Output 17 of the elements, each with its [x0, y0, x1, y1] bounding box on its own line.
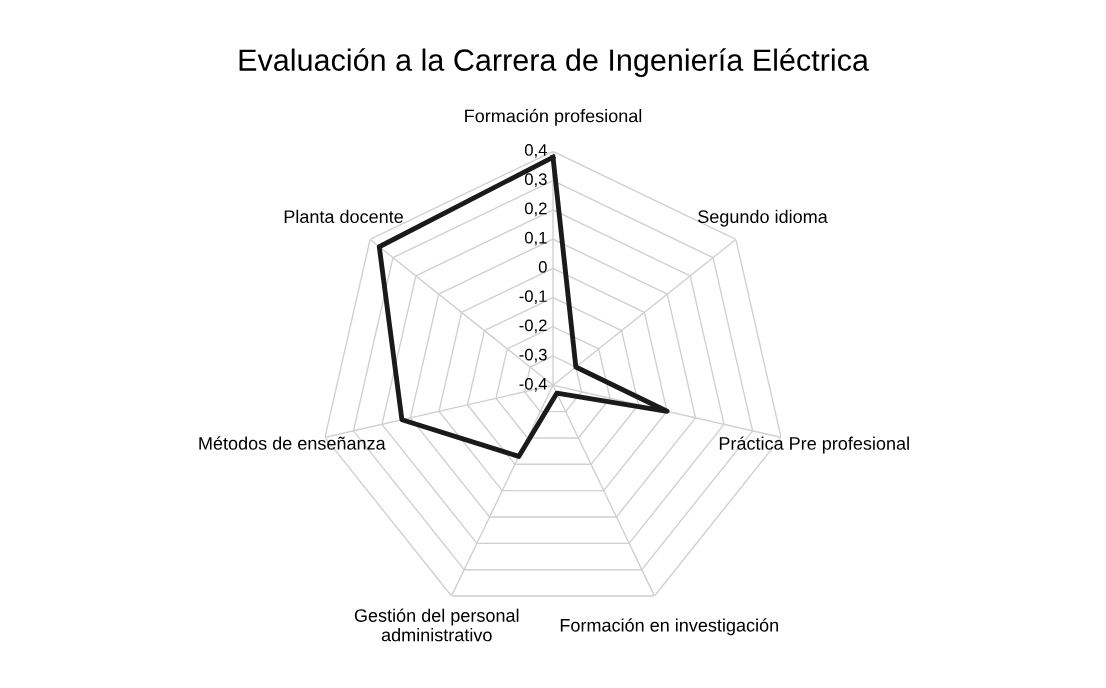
y-tick-label: 0,4	[524, 144, 547, 158]
chart-title: Evaluación a la Carrera de Ingeniería Eléctrica	[239, 48, 869, 77]
spoke-label: Segundo idioma	[698, 209, 828, 227]
y-tick-label: -0,2	[519, 319, 547, 334]
spoke-label: Métodos de enseñanza	[199, 436, 386, 450]
y-tick-label: -0,1	[519, 290, 547, 304]
spoke-label: Formación en investigación	[560, 618, 778, 636]
y-tick-label: -0,3	[519, 348, 547, 363]
y-tick-label: 0,3	[524, 173, 547, 188]
spoke-label: Gestión del personal administrativo	[354, 608, 519, 642]
spoke-label: Planta docente	[284, 209, 403, 224]
y-tick-label: 0	[538, 260, 547, 273]
y-tick-label: -0,4	[519, 377, 547, 392]
y-tick-label: 0,2	[524, 202, 547, 217]
spoke-label: Práctica Pre profesional	[719, 436, 909, 454]
y-tick-label: 0,1	[524, 231, 547, 246]
spoke-label: Formación profesional	[465, 108, 642, 126]
